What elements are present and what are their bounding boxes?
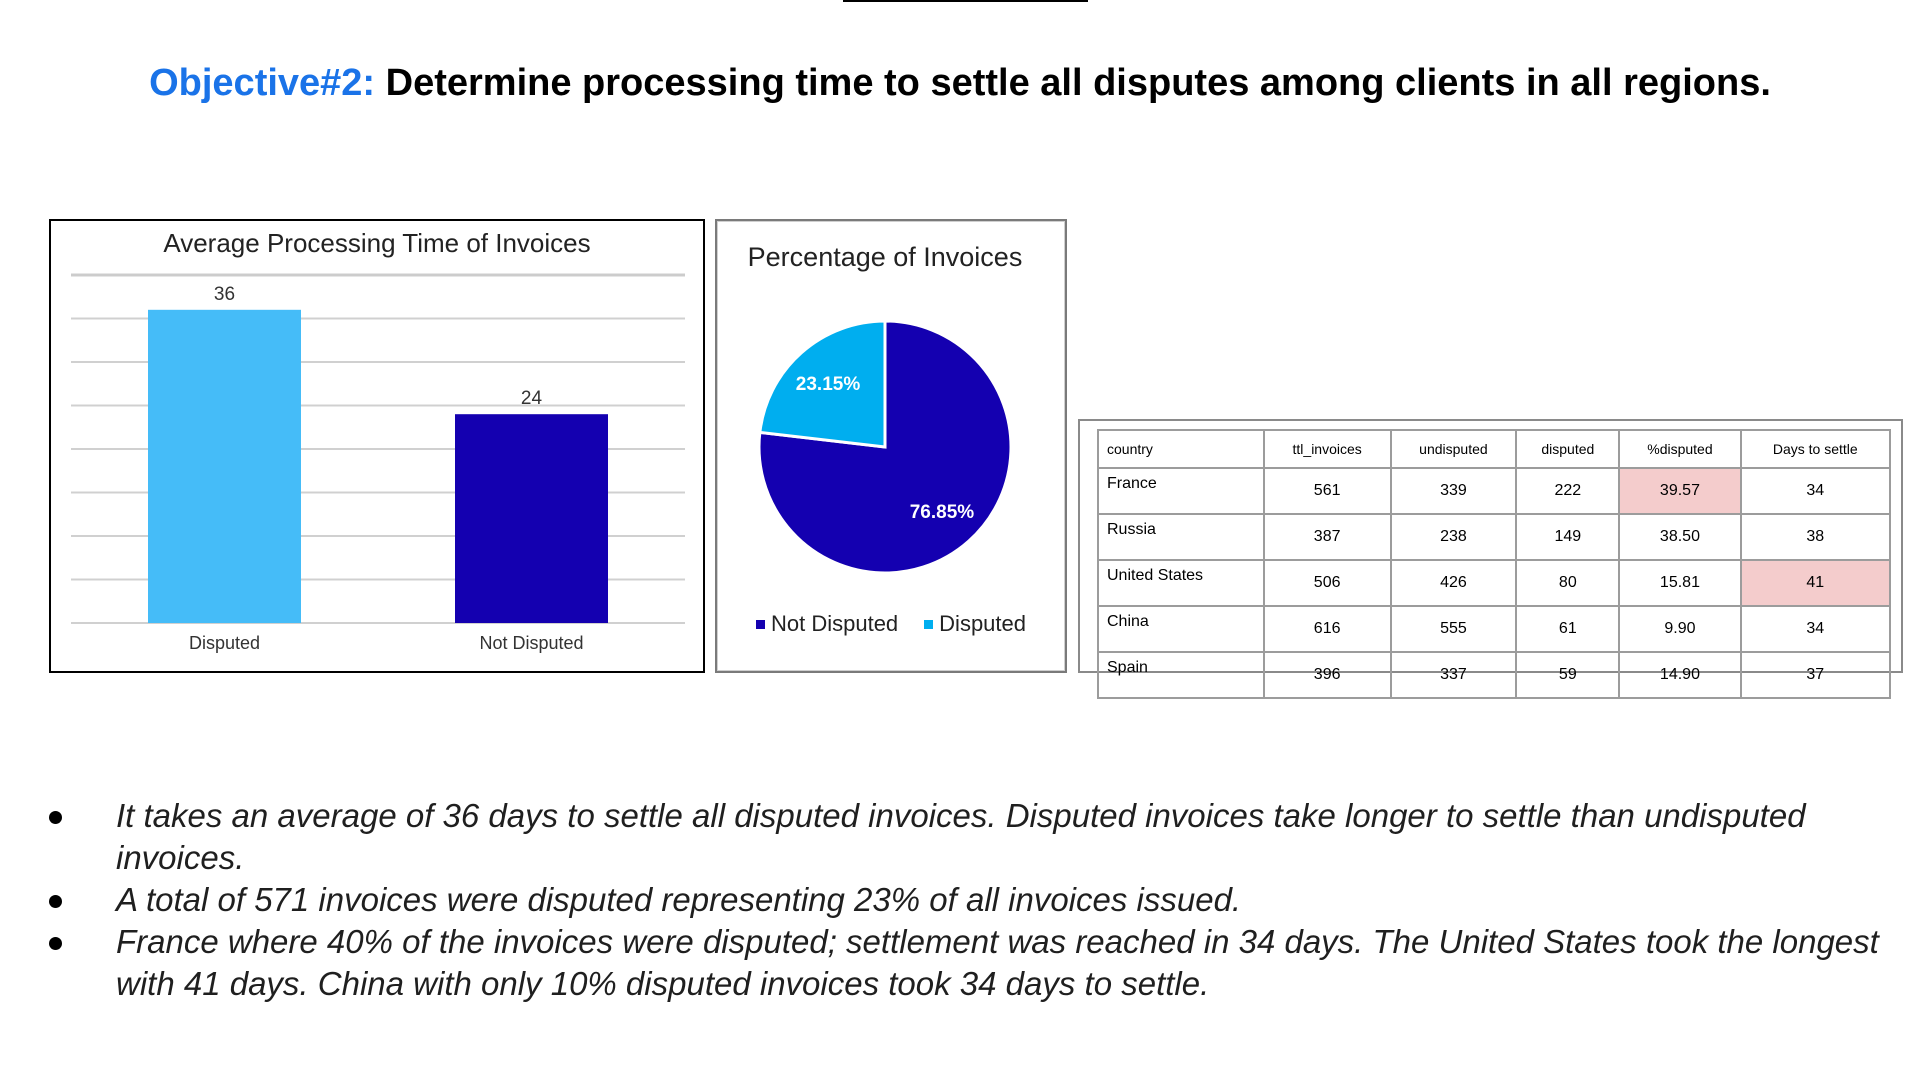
table-cell: 337: [1389, 651, 1518, 699]
table-cell: 61: [1515, 605, 1621, 653]
legend-swatch: [755, 619, 765, 629]
finding-text: It takes an average of 36 days to settle…: [116, 797, 1806, 876]
bar-not-disputed: [455, 414, 608, 623]
bar-disputed: [148, 309, 301, 623]
finding-item: A total of 571 invoices were disputed re…: [40, 879, 1890, 921]
table-cell: 80: [1515, 559, 1621, 607]
finding-text: A total of 571 invoices were disputed re…: [116, 881, 1242, 918]
table-header-cell: ttl_invoices: [1262, 429, 1392, 469]
table-cell: 387: [1262, 513, 1392, 561]
table-cell: 34: [1739, 605, 1892, 653]
country-cell: United States: [1097, 559, 1265, 607]
table-cell: 14.90: [1618, 651, 1742, 699]
findings-list: It takes an average of 36 days to settle…: [40, 795, 1890, 1005]
table-cell: 15.81: [1618, 559, 1742, 607]
pie-data-label: 76.85%: [910, 502, 975, 523]
legend-label: Disputed: [939, 611, 1027, 636]
table-header-row: country ttl_invoices undisputed disputed %di…: [1097, 429, 1892, 469]
table-cell: 396: [1262, 651, 1392, 699]
legend-label: Not Disputed: [770, 611, 899, 636]
finding-item: It takes an average of 36 days to settle…: [40, 795, 1890, 879]
table-row: Russia 387 238 149 38.50 38: [1097, 513, 1892, 561]
finding-text: France where 40% of the invoices were di…: [116, 923, 1879, 1002]
country-cell: Spain: [1097, 651, 1265, 699]
table-cell: 506: [1262, 559, 1392, 607]
table-header-cell: disputed: [1515, 429, 1621, 469]
slide-title-prefix: Objective#2:: [149, 62, 376, 104]
table-cell: 38: [1739, 513, 1892, 561]
bar-category-label: Not Disputed: [479, 633, 583, 653]
table-row: United States 506 426 80 15.81 41: [1097, 559, 1892, 607]
pie-chart: Percentage of Invoices 76.85% 23.15%: [748, 242, 1023, 575]
pie-slice-disputed: [758, 319, 887, 449]
pie-legend-item: Not Disputed: [755, 611, 899, 637]
table-cell: 39.57: [1618, 467, 1742, 515]
table-cell: 339: [1389, 467, 1518, 515]
bar-chart: Average Processing Time of Invoices 36 Dis…: [71, 228, 685, 653]
pie-legend-item: Disputed: [924, 611, 1026, 637]
bar-category-label: Disputed: [189, 633, 260, 653]
table-cell: 426: [1389, 559, 1518, 607]
table-cell: 149: [1515, 513, 1621, 561]
table-cell: 222: [1515, 467, 1621, 515]
table-cell: 41: [1739, 559, 1892, 607]
pie-chart-title: Percentage of Invoices: [748, 242, 1023, 272]
bar-chart-panel: Average Processing Time of Invoices 36 Dis…: [49, 219, 705, 673]
table-row: France 561 339 222 39.57 34: [1097, 467, 1892, 515]
table-cell: 238: [1389, 513, 1518, 561]
table-header-cell: %disputed: [1618, 429, 1742, 469]
bullet-icon: [49, 937, 62, 950]
legend-swatch: [924, 619, 934, 629]
bullet-icon: [49, 811, 62, 824]
table-row: China 616 555 61 9.90 34: [1097, 605, 1892, 653]
country-cell: China: [1097, 605, 1265, 653]
table-cell: 59: [1515, 651, 1621, 699]
table-header-cell: undisputed: [1389, 429, 1518, 469]
table-cell: 561: [1262, 467, 1392, 515]
bar-chart-title: Average Processing Time of Invoices: [163, 228, 590, 258]
table-cell: 616: [1262, 605, 1392, 653]
pie-legend: Not Disputed Disputed: [717, 611, 1065, 637]
table-cell: 555: [1389, 605, 1518, 653]
slide-title-text: Determine processing time to settle all …: [375, 62, 1771, 104]
bar-data-label: 36: [214, 284, 235, 305]
table-header-cell: country: [1097, 429, 1265, 469]
slide-title: Objective#2: Determine processing time t…: [0, 62, 1920, 105]
country-cell: Russia: [1097, 513, 1265, 561]
country-dispute-table: country ttl_invoices undisputed disputed %di…: [1097, 429, 1892, 699]
bar-data-label: 24: [521, 388, 543, 409]
table-header-cell: Days to settle: [1739, 429, 1892, 469]
table-cell: 38.50: [1618, 513, 1742, 561]
country-cell: France: [1097, 467, 1265, 515]
pie-chart-panel: Percentage of Invoices 76.85% 23.15% Not D…: [715, 219, 1067, 673]
table-cell: 9.90: [1618, 605, 1742, 653]
pie-data-label: 23.15%: [796, 374, 861, 395]
finding-item: France where 40% of the invoices were di…: [40, 921, 1890, 1005]
table-cell: 34: [1739, 467, 1892, 515]
table-row: Spain 396 337 59 14.90 37: [1097, 651, 1892, 699]
bullet-icon: [49, 895, 62, 908]
top-divider-line: [843, 0, 1088, 2]
table-cell: 37: [1739, 651, 1892, 699]
country-table-panel: country ttl_invoices undisputed disputed %di…: [1078, 419, 1903, 699]
